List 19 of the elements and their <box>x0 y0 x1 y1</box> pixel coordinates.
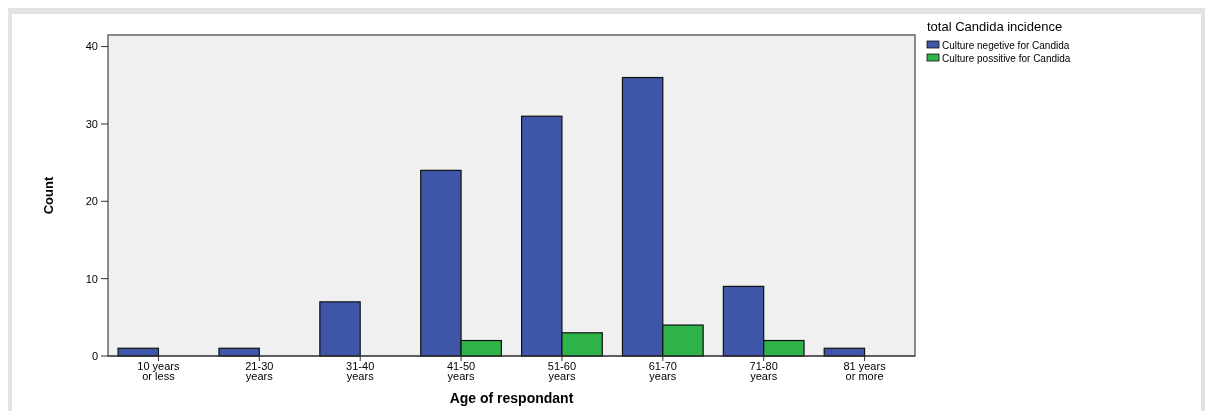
x-tick-label: 81 years or more <box>843 360 887 382</box>
y-tick-label: 10 <box>85 272 98 285</box>
y-tick-label: 40 <box>85 40 98 53</box>
y-tick-label: 0 <box>91 349 98 362</box>
x-tick-label: 71-80 years <box>749 360 778 382</box>
x-tick-label: 31-40 years <box>346 360 375 382</box>
x-tick-label: 61-70 years <box>648 360 677 382</box>
x-tick-label: 51-60 years <box>547 360 577 382</box>
y-tick-label: 30 <box>85 117 98 130</box>
x-tick-label: 10 years or less <box>137 360 181 382</box>
x-tick-label: 41-50 years <box>446 360 476 382</box>
y-axis-title: Count <box>41 176 56 215</box>
x-axis-title: Age of respondant <box>449 390 574 406</box>
legend-label: Culture negetive for Candida <box>942 39 1070 51</box>
legend-label: Culture possitive for Candida <box>942 52 1071 64</box>
x-tick-label: 21-30 years <box>245 360 274 382</box>
y-tick-label: 20 <box>85 195 98 208</box>
legend-title: total Candida incidence <box>927 19 1063 34</box>
bar <box>319 301 361 357</box>
